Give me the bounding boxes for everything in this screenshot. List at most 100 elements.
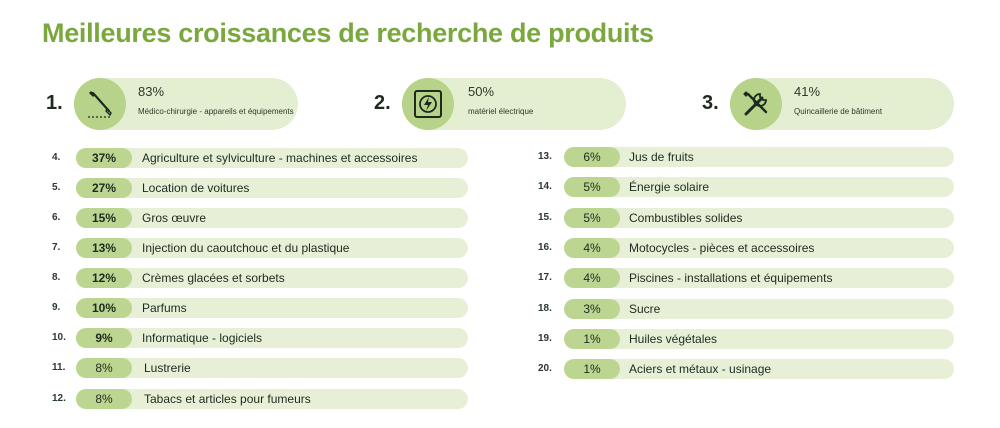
rank-number: 12. [52, 393, 66, 404]
item-label: Lustrerie [144, 361, 191, 375]
top-item-1: 1. 83% Médico-chirurgie - appareils et é… [46, 78, 306, 130]
rank-number: 3. [702, 92, 719, 114]
rank-number: 19. [538, 333, 552, 344]
list-item: 19. 1% Huiles végétales [538, 329, 954, 349]
list-item: 10. 9% Informatique - logiciels [52, 328, 468, 348]
top-item-pill: 41% Quincaillerie de bâtiment [730, 78, 954, 130]
top-item-3: 3. 41% Quincaillerie de bâtiment [702, 78, 962, 130]
item-label: Gros œuvre [142, 211, 207, 225]
rank-number: 9. [52, 302, 61, 313]
tools-icon [730, 78, 782, 130]
rank-number: 1. [46, 92, 63, 114]
top-item-percent: 83% [138, 84, 165, 99]
percent-badge: 4% [564, 268, 620, 288]
list-item: 20. 1% Aciers et métaux - usinage [538, 359, 954, 379]
list-item: 5. 27% Location de voitures [52, 178, 468, 198]
scalpel-icon [74, 78, 126, 130]
electric-socket-icon [402, 78, 454, 130]
item-label: Huiles végétales [629, 332, 718, 346]
percent-badge: 13% [76, 238, 132, 258]
percent-badge: 37% [76, 148, 132, 168]
percent-badge: 8% [76, 389, 132, 409]
item-label: Crèmes glacées et sorbets [142, 271, 285, 285]
rank-number: 15. [538, 212, 552, 223]
rank-number: 16. [538, 242, 552, 253]
top-item-percent: 41% [794, 84, 821, 99]
rank-number: 2. [374, 92, 391, 114]
item-bar [564, 208, 954, 228]
item-bar [564, 147, 954, 167]
list-item: 7. 13% Injection du caoutchouc et du pla… [52, 238, 468, 258]
rank-number: 4. [52, 152, 61, 163]
percent-badge: 5% [564, 177, 620, 197]
list-item: 6. 15% Gros œuvre [52, 208, 468, 228]
list-item: 4. 37% Agriculture et sylviculture - mac… [52, 148, 468, 168]
list-item: 15. 5% Combustibles solides [538, 208, 954, 228]
percent-badge: 27% [76, 178, 132, 198]
rank-number: 17. [538, 272, 552, 283]
item-bar [76, 298, 468, 318]
rank-number: 10. [52, 332, 66, 343]
rank-number: 7. [52, 242, 61, 253]
list-item: 18. 3% Sucre [538, 299, 954, 319]
top-item-2: 2. 50% matériel électrique [374, 78, 634, 130]
list-item: 16. 4% Motocycles - pièces et accessoire… [538, 238, 954, 258]
item-bar [76, 238, 468, 258]
percent-badge: 1% [564, 359, 620, 379]
item-bar [564, 177, 954, 197]
percent-badge: 8% [76, 358, 132, 378]
list-item: 8. 12% Crèmes glacées et sorbets [52, 268, 468, 288]
item-label: Aciers et métaux - usinage [629, 362, 772, 376]
rank-number: 6. [52, 212, 61, 223]
item-label: Énergie solaire [629, 180, 710, 194]
rank-number: 13. [538, 151, 552, 162]
item-bar [76, 178, 468, 198]
item-label: Parfums [142, 301, 187, 315]
item-label: Tabacs et articles pour fumeurs [144, 392, 311, 406]
top-item-pill: 50% matériel électrique [402, 78, 626, 130]
percent-badge: 4% [564, 238, 620, 258]
list-item: 13. 6% Jus de fruits [538, 147, 954, 167]
top-item-label: Quincaillerie de bâtiment [794, 107, 883, 116]
item-bar [76, 328, 468, 348]
item-label: Combustibles solides [629, 211, 743, 225]
percent-badge: 15% [76, 208, 132, 228]
item-bar [76, 268, 468, 288]
item-bar [76, 208, 468, 228]
item-label: Agriculture et sylviculture - machines e… [142, 151, 418, 165]
item-label: Sucre [629, 302, 661, 316]
item-bar [564, 329, 954, 349]
item-label: Jus de fruits [629, 150, 694, 164]
list-item: 9. 10% Parfums [52, 298, 468, 318]
item-bar [564, 268, 954, 288]
item-label: Motocycles - pièces et accessoires [629, 241, 815, 255]
percent-badge: 5% [564, 208, 620, 228]
top-item-label: Médico-chirurgie - appareils et équipeme… [138, 107, 294, 116]
list-item: 17. 4% Piscines - installations et équip… [538, 268, 954, 288]
item-label: Informatique - logiciels [142, 331, 263, 345]
percent-badge: 12% [76, 268, 132, 288]
item-label: Piscines - installations et équipements [629, 271, 833, 285]
page-title: Meilleures croissances de recherche de p… [42, 18, 654, 48]
percent-badge: 9% [76, 328, 132, 348]
percent-badge: 1% [564, 329, 620, 349]
item-label: Injection du caoutchouc et du plastique [142, 241, 350, 255]
item-bar [564, 359, 954, 379]
item-label: Location de voitures [142, 181, 250, 195]
rank-number: 11. [52, 362, 66, 373]
rank-number: 5. [52, 182, 61, 193]
item-bar [76, 389, 468, 409]
rank-number: 8. [52, 272, 61, 283]
rank-number: 18. [538, 303, 552, 314]
list-item: 11. 8% Lustrerie [52, 358, 468, 378]
top-item-percent: 50% [468, 84, 495, 99]
rank-number: 20. [538, 363, 552, 374]
list-item: 14. 5% Énergie solaire [538, 177, 954, 197]
percent-badge: 10% [76, 298, 132, 318]
rank-number: 14. [538, 181, 552, 192]
item-bar [564, 238, 954, 258]
percent-badge: 6% [564, 147, 620, 167]
top-item-pill: 83% Médico-chirurgie - appareils et équi… [74, 78, 298, 130]
item-bar [76, 148, 468, 168]
item-bar [76, 358, 468, 378]
